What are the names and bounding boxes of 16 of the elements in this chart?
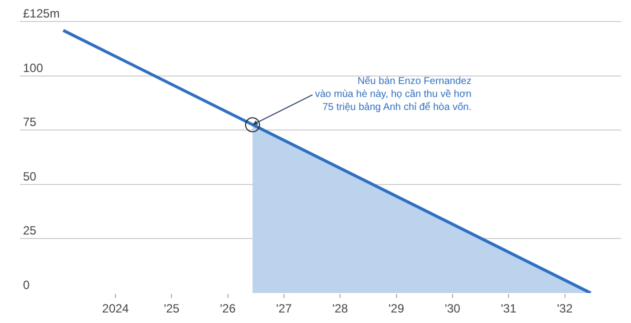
annotation: Nếu bán Enzo Fernandez vào mùa hè này, họ cần thu về hơn 75 triệu bảng Anh chỉ để hòa vốn. <box>315 76 472 113</box>
x-tick-label: '25 <box>164 301 180 316</box>
x-tick-label: '29 <box>388 301 404 316</box>
x-tick-label: '28 <box>332 301 348 316</box>
y-tick-label: 100 <box>23 60 44 75</box>
x-tick-label: '26 <box>220 301 236 316</box>
x-tick-label: '31 <box>500 301 517 316</box>
x-tick-label: '30 <box>444 301 461 316</box>
y-tick-label: £125m <box>23 6 60 20</box>
x-tick-label: 2024 <box>102 301 130 316</box>
y-tick-label: 0 <box>23 278 30 292</box>
x-tick-label: '32 <box>557 301 573 316</box>
y-tick-label: 50 <box>23 169 37 184</box>
y-tick-label: 25 <box>23 224 37 238</box>
x-tick-label: '27 <box>276 301 292 316</box>
y-tick-label: 75 <box>23 115 37 130</box>
